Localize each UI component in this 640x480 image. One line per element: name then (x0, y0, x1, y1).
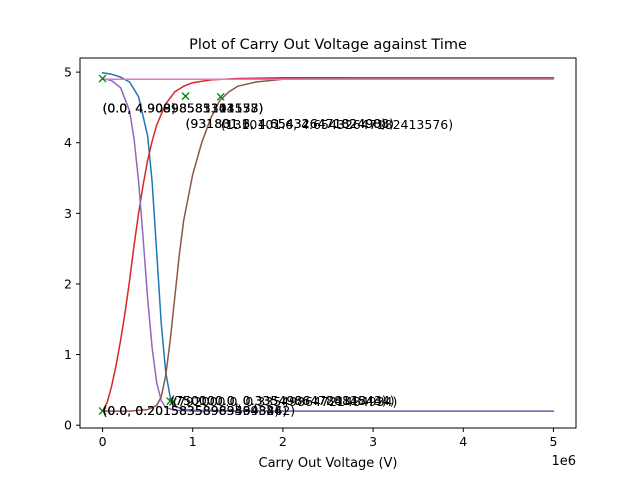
y-tick-label: 4 (64, 135, 72, 150)
annotation-label-7: (931831.6, 4.654326471824908) (186, 116, 395, 131)
annotation-label-8: (0.0, 0.20158358969364384) (103, 403, 288, 418)
series-line-3 (101, 77, 555, 412)
point-marker-1 (98, 74, 107, 83)
x-axis-offset-text: 1e6 (551, 454, 576, 469)
y-tick-label: 0 (64, 418, 72, 433)
annotation-label-5: (931801.3, 4.65432647182498) (186, 116, 387, 131)
annotation-label-13: (750000.0, 0.3354986472814844) (170, 393, 387, 408)
x-tick-label: 4 (459, 434, 467, 449)
plot-frame (79, 57, 577, 429)
series-layer (101, 72, 555, 412)
annotation-label-4: (0.0, 4.90898583311577) (103, 101, 264, 116)
x-axis-label: Carry Out Voltage (V) (259, 456, 398, 471)
point-marker-4 (216, 92, 225, 101)
x-axis-ticks: 0 1 2 3 4 5 (99, 428, 557, 449)
point-marker-6 (168, 397, 177, 406)
y-tick-label: 3 (64, 206, 72, 221)
y-tick-label: 1 (64, 347, 72, 362)
point-marker-2 (98, 406, 107, 415)
x-tick-label: 5 (549, 434, 557, 449)
point-marker-5 (166, 397, 175, 406)
y-axis-ticks: 0 1 2 3 4 5 (64, 65, 80, 433)
annotation-label-12: (792000.0, 0.33549864721484934) (173, 394, 397, 409)
annotation-label-9: (0.0, 0.201583589835943262) (103, 403, 296, 418)
annotation-label-6: (1310101.6, 4.65432647182413576) (221, 117, 453, 132)
chart-title: Plot of Carry Out Voltage against Time (189, 37, 467, 53)
annotation-label-11: (750100.0, 0.33549864784815434) (170, 393, 394, 408)
x-tick-label: 1 (189, 434, 197, 449)
x-tick-label: 3 (369, 434, 377, 449)
y-tick-label: 5 (64, 65, 72, 80)
y-tick-label: 2 (64, 276, 72, 291)
annotation-label-1: (0.0, 4.909) (103, 101, 176, 116)
marker-layer (98, 74, 225, 415)
x-tick-label: 2 (279, 434, 287, 449)
series-line-4 (101, 77, 555, 412)
point-marker-3 (181, 92, 190, 101)
annotation-label-10: (0.0, 0.2015835898343984) (103, 403, 280, 418)
annotation-label-3: (0.0, 4.90898581344538) (103, 101, 264, 116)
annotation-label-2: (0.0, 4.90898585103153) (103, 101, 264, 116)
annotation-layer: (0.0, 4.909)(0.0, 4.90898585103153)(0.0,… (103, 101, 454, 418)
x-tick-label: 0 (99, 434, 107, 449)
